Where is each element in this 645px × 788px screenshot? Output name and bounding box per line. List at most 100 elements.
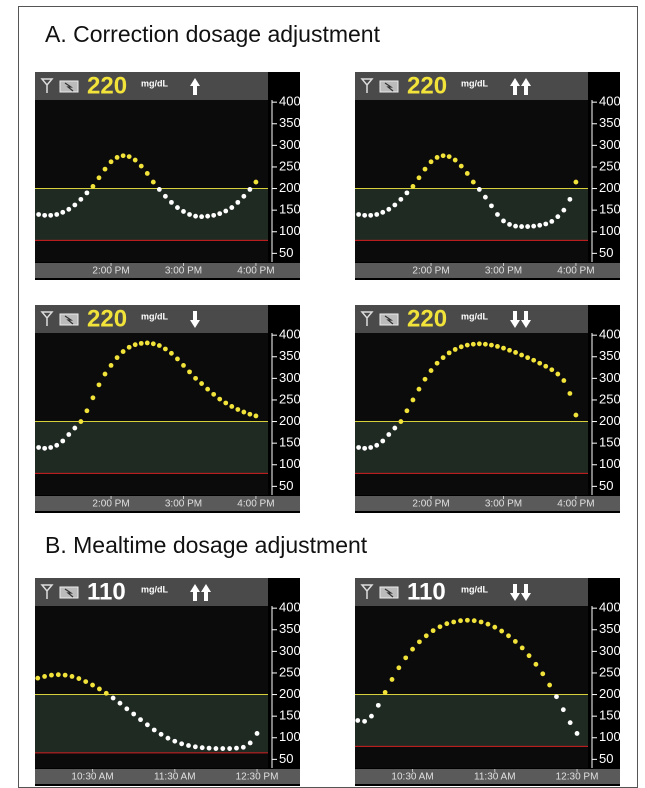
- glucose-dot: [169, 200, 174, 205]
- glucose-dot: [127, 345, 132, 350]
- glucose-dot: [392, 426, 397, 431]
- glucose-dot: [483, 342, 488, 347]
- glucose-dot: [36, 212, 41, 217]
- x-tick-label: 11:30 AM: [154, 772, 196, 783]
- glucose-dot: [513, 350, 518, 355]
- glucose-dot: [441, 153, 446, 158]
- glucose-dot: [417, 175, 422, 180]
- y-tick-label: 400: [279, 327, 301, 342]
- glucose-dot: [247, 412, 252, 417]
- reading-unit: mg/dL: [141, 78, 168, 88]
- glucose-dot: [561, 707, 566, 712]
- glucose-dot: [459, 344, 464, 349]
- glucose-dot: [555, 372, 560, 377]
- target-range: [35, 422, 268, 474]
- glucose-dot: [423, 167, 428, 172]
- glucose-dot: [410, 647, 415, 652]
- section-heading: A. Correction dosage adjustment: [45, 21, 381, 47]
- glucose-dot: [211, 213, 216, 218]
- glucose-dot: [163, 347, 168, 352]
- y-tick-label: 200: [279, 686, 301, 701]
- target-range: [355, 189, 588, 241]
- glucose-reading: 220: [87, 72, 127, 99]
- glucose-dot: [193, 376, 198, 381]
- glucose-dot: [103, 372, 108, 377]
- glucose-dot: [127, 154, 132, 159]
- section-heading: B. Mealtime dosage adjustment: [45, 532, 368, 558]
- y-tick-label: 150: [279, 202, 301, 217]
- glucose-dot: [567, 391, 572, 396]
- y-tick-label: 350: [599, 348, 621, 363]
- glucose-dot: [48, 445, 53, 450]
- glucose-dot: [429, 368, 434, 373]
- figure: A. Correction dosage adjustment B. Mealt…: [0, 0, 645, 788]
- x-tick-label: 2:00 PM: [92, 266, 129, 277]
- glucose-dot: [205, 387, 210, 392]
- y-tick-label: 350: [279, 621, 301, 636]
- reading-unit: mg/dL: [461, 78, 488, 88]
- glucose-dot: [424, 633, 429, 638]
- glucose-dot: [537, 223, 542, 228]
- glucose-dot: [66, 207, 71, 212]
- y-tick-label: 300: [279, 137, 301, 152]
- glucose-dot: [211, 392, 216, 397]
- x-tick-label: 4:00 PM: [237, 499, 274, 510]
- y-tick-label: 100: [599, 223, 621, 238]
- glucose-dot: [179, 741, 184, 746]
- y-tick-label: 50: [599, 245, 613, 260]
- glucose-dot: [78, 419, 83, 424]
- glucose-dot: [97, 175, 102, 180]
- y-tick-label: 200: [599, 180, 621, 195]
- glucose-dot: [483, 195, 488, 200]
- glucose-dot: [477, 341, 482, 346]
- y-tick-label: 300: [599, 370, 621, 385]
- glucose-dot: [405, 408, 410, 413]
- glucose-dot: [447, 154, 452, 159]
- glucose-dot: [543, 364, 548, 369]
- glucose-dot: [235, 200, 240, 205]
- glucose-dot: [465, 343, 470, 348]
- reading-unit: mg/dL: [141, 311, 168, 321]
- glucose-dot: [561, 208, 566, 213]
- glucose-dot: [451, 620, 456, 625]
- glucose-dot: [48, 213, 53, 218]
- glucose-dot: [205, 214, 210, 219]
- glucose-dot: [506, 633, 511, 638]
- glucose-dot: [549, 367, 554, 372]
- glucose-dot: [386, 207, 391, 212]
- glucose-dot: [486, 622, 491, 627]
- glucose-dot: [543, 222, 548, 227]
- glucose-dot: [42, 674, 47, 679]
- x-tick-label: 11:30 AM: [474, 772, 516, 783]
- glucose-dot: [214, 746, 219, 751]
- glucose-dot: [109, 363, 114, 368]
- x-tick-label: 12:30 PM: [556, 772, 599, 783]
- glucose-dot: [36, 445, 41, 450]
- glucose-dot: [241, 194, 246, 199]
- y-tick-label: 400: [599, 600, 621, 615]
- reading-unit: mg/dL: [461, 311, 488, 321]
- glucose-dot: [145, 341, 150, 346]
- target-range: [35, 189, 268, 241]
- glucose-dot: [76, 676, 81, 681]
- glucose-dot: [429, 159, 434, 164]
- glucose-dot: [97, 687, 102, 692]
- x-tick-label: 4:00 PM: [557, 266, 594, 277]
- glucose-dot: [115, 355, 120, 360]
- glucose-dot: [152, 728, 157, 733]
- glucose-dot: [229, 404, 234, 409]
- glucose-dot: [411, 184, 416, 189]
- glucose-dot: [417, 387, 422, 392]
- glucose-dot: [255, 731, 260, 736]
- reading-unit: mg/dL: [141, 584, 168, 594]
- glucose-dot: [104, 691, 109, 696]
- device-screen: 220mg/dL501001502002503003504002:00 PM3:…: [355, 305, 621, 513]
- target-range: [35, 695, 268, 753]
- glucose-dot: [42, 213, 47, 218]
- glucose-dot: [234, 746, 239, 751]
- glucose-dot: [91, 184, 96, 189]
- glucose-dot: [417, 639, 422, 644]
- glucose-dot: [489, 203, 494, 208]
- glucose-dot: [181, 363, 186, 368]
